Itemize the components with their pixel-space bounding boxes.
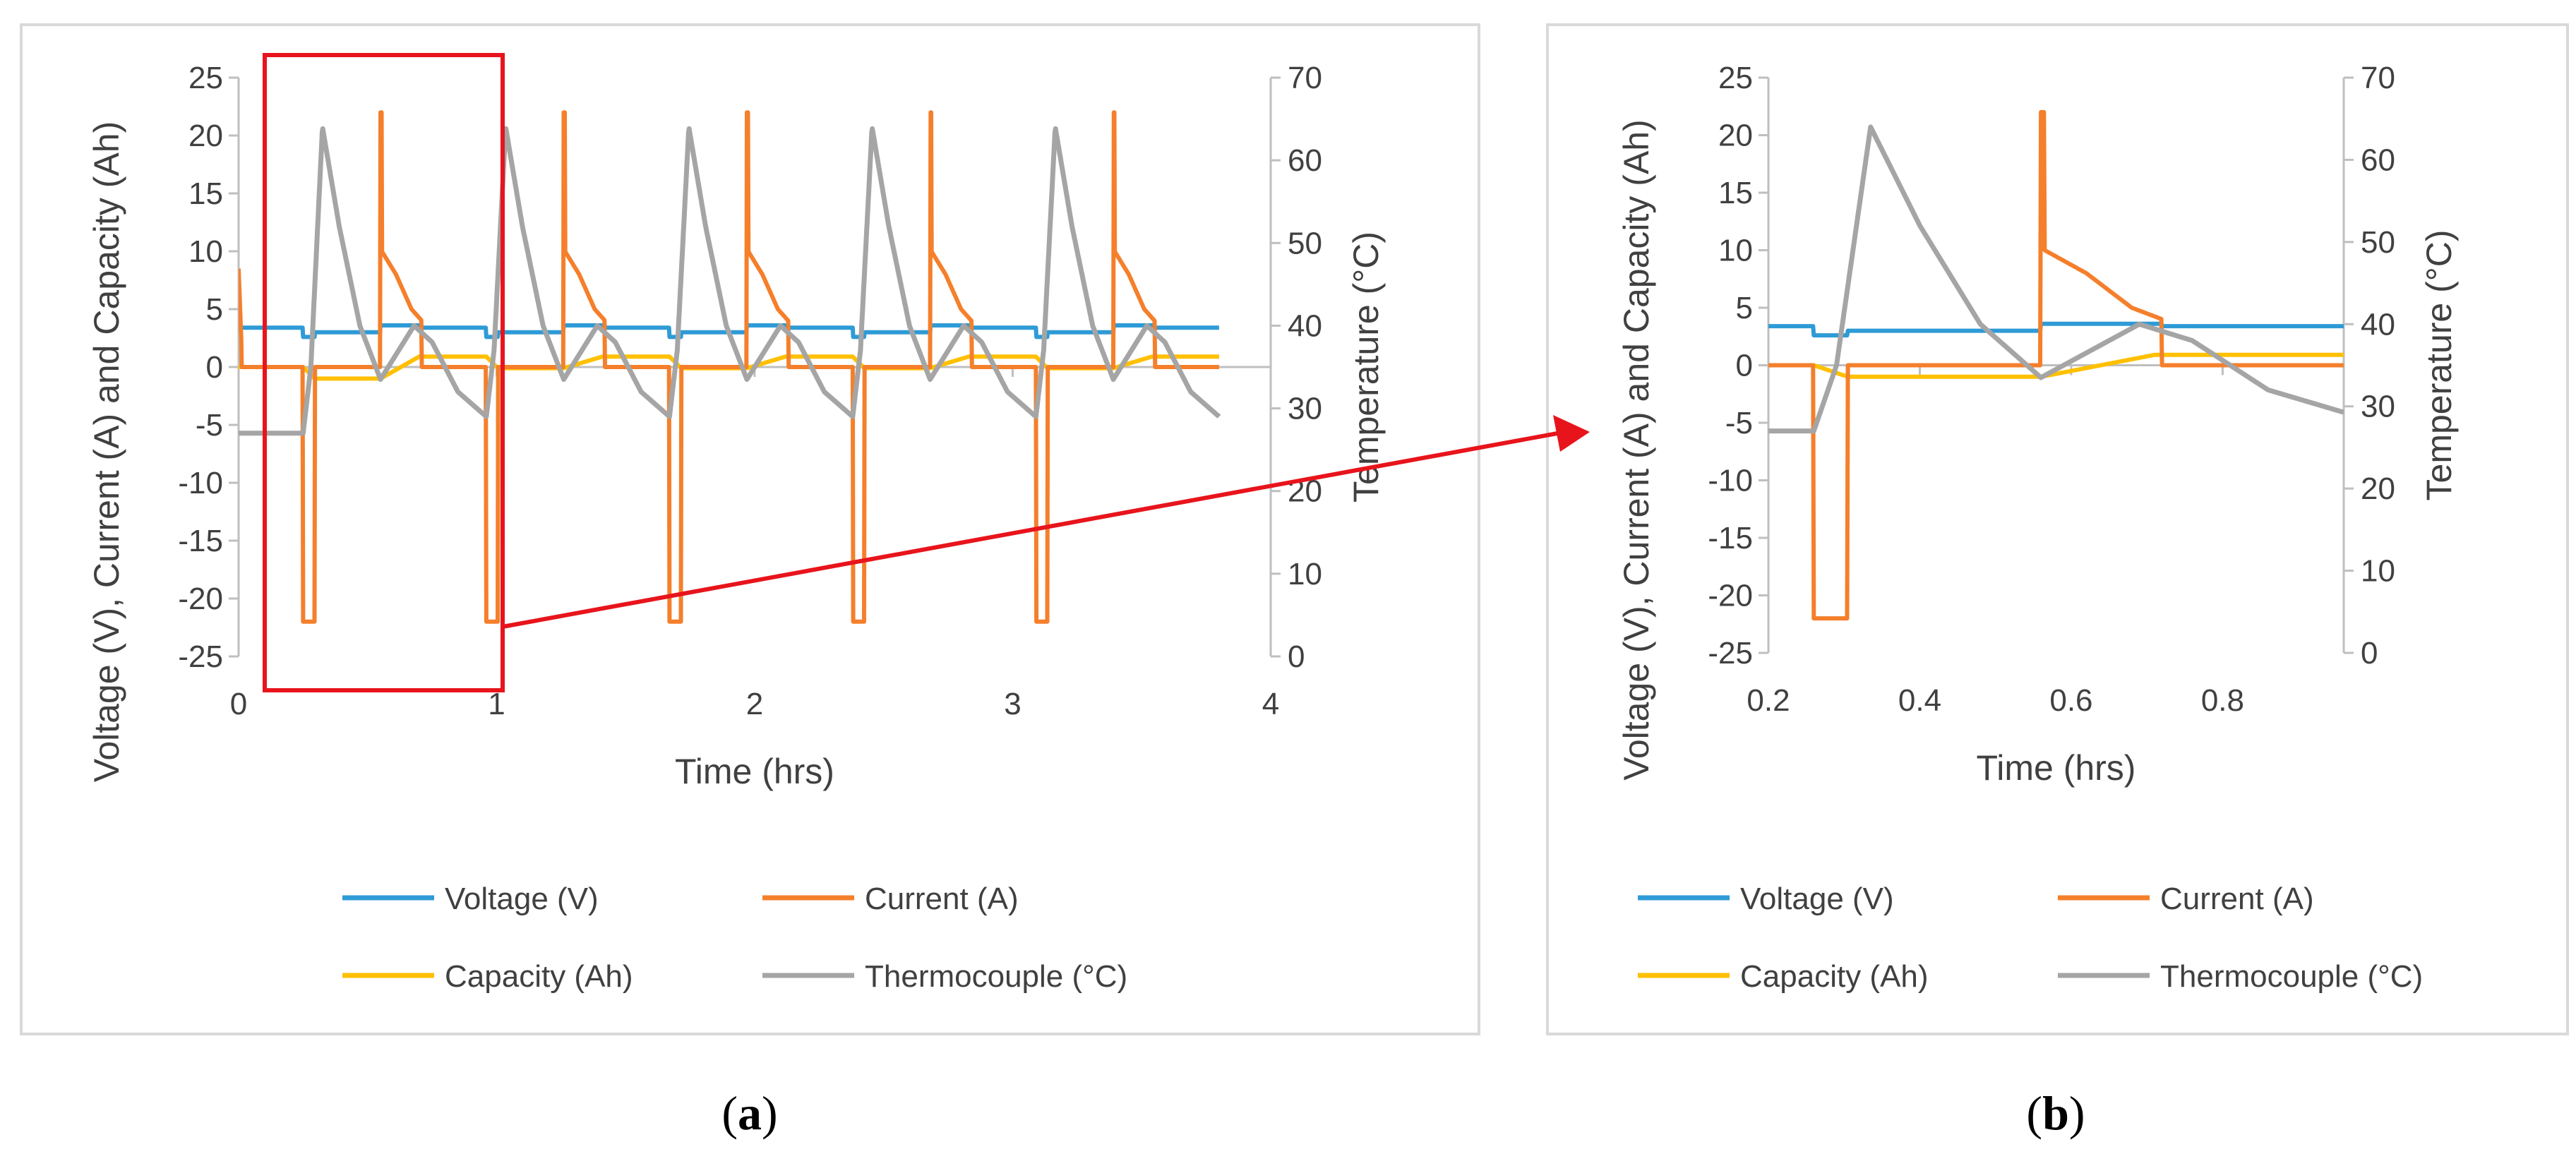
y2-tick-label: 10 [1288, 557, 1322, 591]
caption-a-close: ) [762, 1086, 778, 1140]
x-tick-label: 0.2 [1747, 683, 1790, 718]
thermocouple-series-line [239, 126, 1221, 436]
y-tick-label: 15 [188, 176, 223, 211]
x-axis-title: Time (hrs) [1977, 748, 2136, 788]
y-tick-label: 0 [1736, 349, 1753, 383]
caption-a: (a) [721, 1086, 777, 1140]
legend-thermocouple-label: Thermocouple (°C) [865, 959, 1127, 994]
x-tick-label: 4 [1262, 687, 1279, 721]
legend-capacity-label: Capacity (Ah) [1740, 959, 1929, 994]
y-tick-label: -20 [1708, 579, 1753, 613]
legend-capacity-label: Capacity (Ah) [445, 959, 633, 994]
zoom-region-box [263, 53, 505, 692]
caption-b-close: ) [2069, 1086, 2085, 1140]
zoom-arrow-head [1553, 415, 1590, 452]
y-tick-label: 5 [206, 292, 223, 327]
y-tick-label: -10 [1708, 464, 1753, 498]
chart-panel-a: -25-20-15-10-505101520250102030405060700… [87, 61, 1386, 994]
y-tick-label: 25 [188, 61, 223, 95]
legend-thermocouple: Thermocouple (°C) [762, 959, 1127, 994]
plot-area [1768, 109, 2344, 621]
legend-current: Current (A) [762, 882, 1019, 916]
caption-a-open: ( [721, 1086, 738, 1140]
y2-tick-label: 30 [1288, 392, 1322, 426]
x-tick-label: 2 [746, 687, 763, 721]
legend-thermocouple-label: Thermocouple (°C) [2160, 959, 2423, 994]
y2-axis-title: Temperature (°C) [1346, 232, 1386, 503]
y2-tick-label: 20 [2361, 471, 2395, 506]
legend-voltage: Voltage (V) [1638, 882, 1894, 916]
legend-current-label: Current (A) [2160, 882, 2314, 916]
y-tick-label: 20 [1718, 119, 1753, 153]
legend-voltage-label: Voltage (V) [1740, 882, 1894, 916]
legend-capacity: Capacity (Ah) [342, 959, 633, 994]
y-tick-label: 15 [1718, 176, 1753, 210]
y-tick-label: -5 [196, 408, 223, 443]
x-tick-label: 0.4 [1898, 683, 1941, 718]
y2-tick-label: 30 [2361, 390, 2395, 424]
x-axis-title: Time (hrs) [675, 752, 834, 791]
current-series-line [1768, 109, 2344, 621]
y2-tick-label: 70 [2361, 61, 2395, 95]
y-tick-label: -25 [178, 639, 223, 674]
plot-area [239, 110, 1221, 624]
x-tick-label: 0.8 [2201, 683, 2244, 718]
y2-tick-label: 40 [1288, 308, 1322, 343]
y2-tick-label: 40 [2361, 307, 2395, 342]
y-tick-label: 0 [206, 350, 223, 385]
y2-tick-label: 70 [1288, 61, 1322, 95]
y2-tick-label: 50 [2361, 225, 2395, 260]
y2-tick-label: 60 [2361, 143, 2395, 177]
y-tick-label: 25 [1718, 61, 1753, 95]
y-tick-label: 10 [1718, 234, 1753, 268]
legend-thermocouple: Thermocouple (°C) [2058, 959, 2423, 994]
y2-tick-label: 60 [1288, 143, 1322, 178]
panel-b-frame [1546, 23, 2569, 1035]
y-tick-label: -25 [1708, 636, 1753, 671]
legend-current-label: Current (A) [865, 882, 1019, 916]
y-axis-title: Voltage (V), Current (A) and Capacity (A… [1617, 119, 1656, 781]
current-series-line [239, 110, 1221, 624]
y2-axis-title: Temperature (°C) [2419, 230, 2459, 501]
caption-b: (b) [2026, 1086, 2085, 1140]
y-tick-label: 20 [188, 119, 223, 153]
legend: Voltage (V) Current (A) Capacity (Ah) Therm… [1638, 882, 2423, 994]
y-tick-label: 10 [188, 234, 223, 269]
capacity-series-line [1768, 352, 2344, 379]
y-tick-label: -10 [178, 466, 223, 500]
legend-voltage-label: Voltage (V) [445, 882, 599, 916]
legend-current: Current (A) [2058, 882, 2314, 916]
y-tick-label: -5 [1725, 406, 1753, 440]
y2-tick-label: 10 [2361, 554, 2395, 589]
zoom-annotation [263, 53, 1590, 692]
chart-panel-b: -25 -20 -15 -10 -5 0 5 10 15 20 25 0 10 20 30 40 50 60 70 0… [1617, 61, 2459, 994]
caption-b-open: ( [2026, 1086, 2042, 1140]
x-tick-label: 3 [1004, 687, 1021, 721]
y-tick-label: -20 [178, 582, 223, 616]
y-tick-label: 5 [1736, 291, 1753, 325]
y2-tick-label: 50 [1288, 226, 1322, 260]
y2-tick-label: 0 [1288, 639, 1305, 674]
x-tick-label: 0.6 [2049, 683, 2092, 718]
caption-b-letter: b [2042, 1086, 2069, 1140]
thermocouple-series-line [1768, 124, 2344, 434]
x-tick-label: 0 [230, 687, 247, 721]
caption-a-letter: a [738, 1086, 762, 1140]
legend: Voltage (V) Current (A) Capacity (Ah) Therm… [342, 882, 1127, 994]
y-tick-label: -15 [1708, 521, 1753, 555]
y-tick-label: -15 [178, 524, 223, 558]
x-tick-label: 1 [488, 687, 505, 721]
y2-tick-label: 0 [2361, 636, 2378, 671]
legend-capacity: Capacity (Ah) [1638, 959, 1929, 994]
y-axis-title: Voltage (V), Current (A) and Capacity (A… [87, 121, 126, 783]
legend-voltage: Voltage (V) [342, 882, 599, 916]
zoom-arrow-line [502, 431, 1558, 629]
voltage-series-line [1768, 321, 2344, 338]
